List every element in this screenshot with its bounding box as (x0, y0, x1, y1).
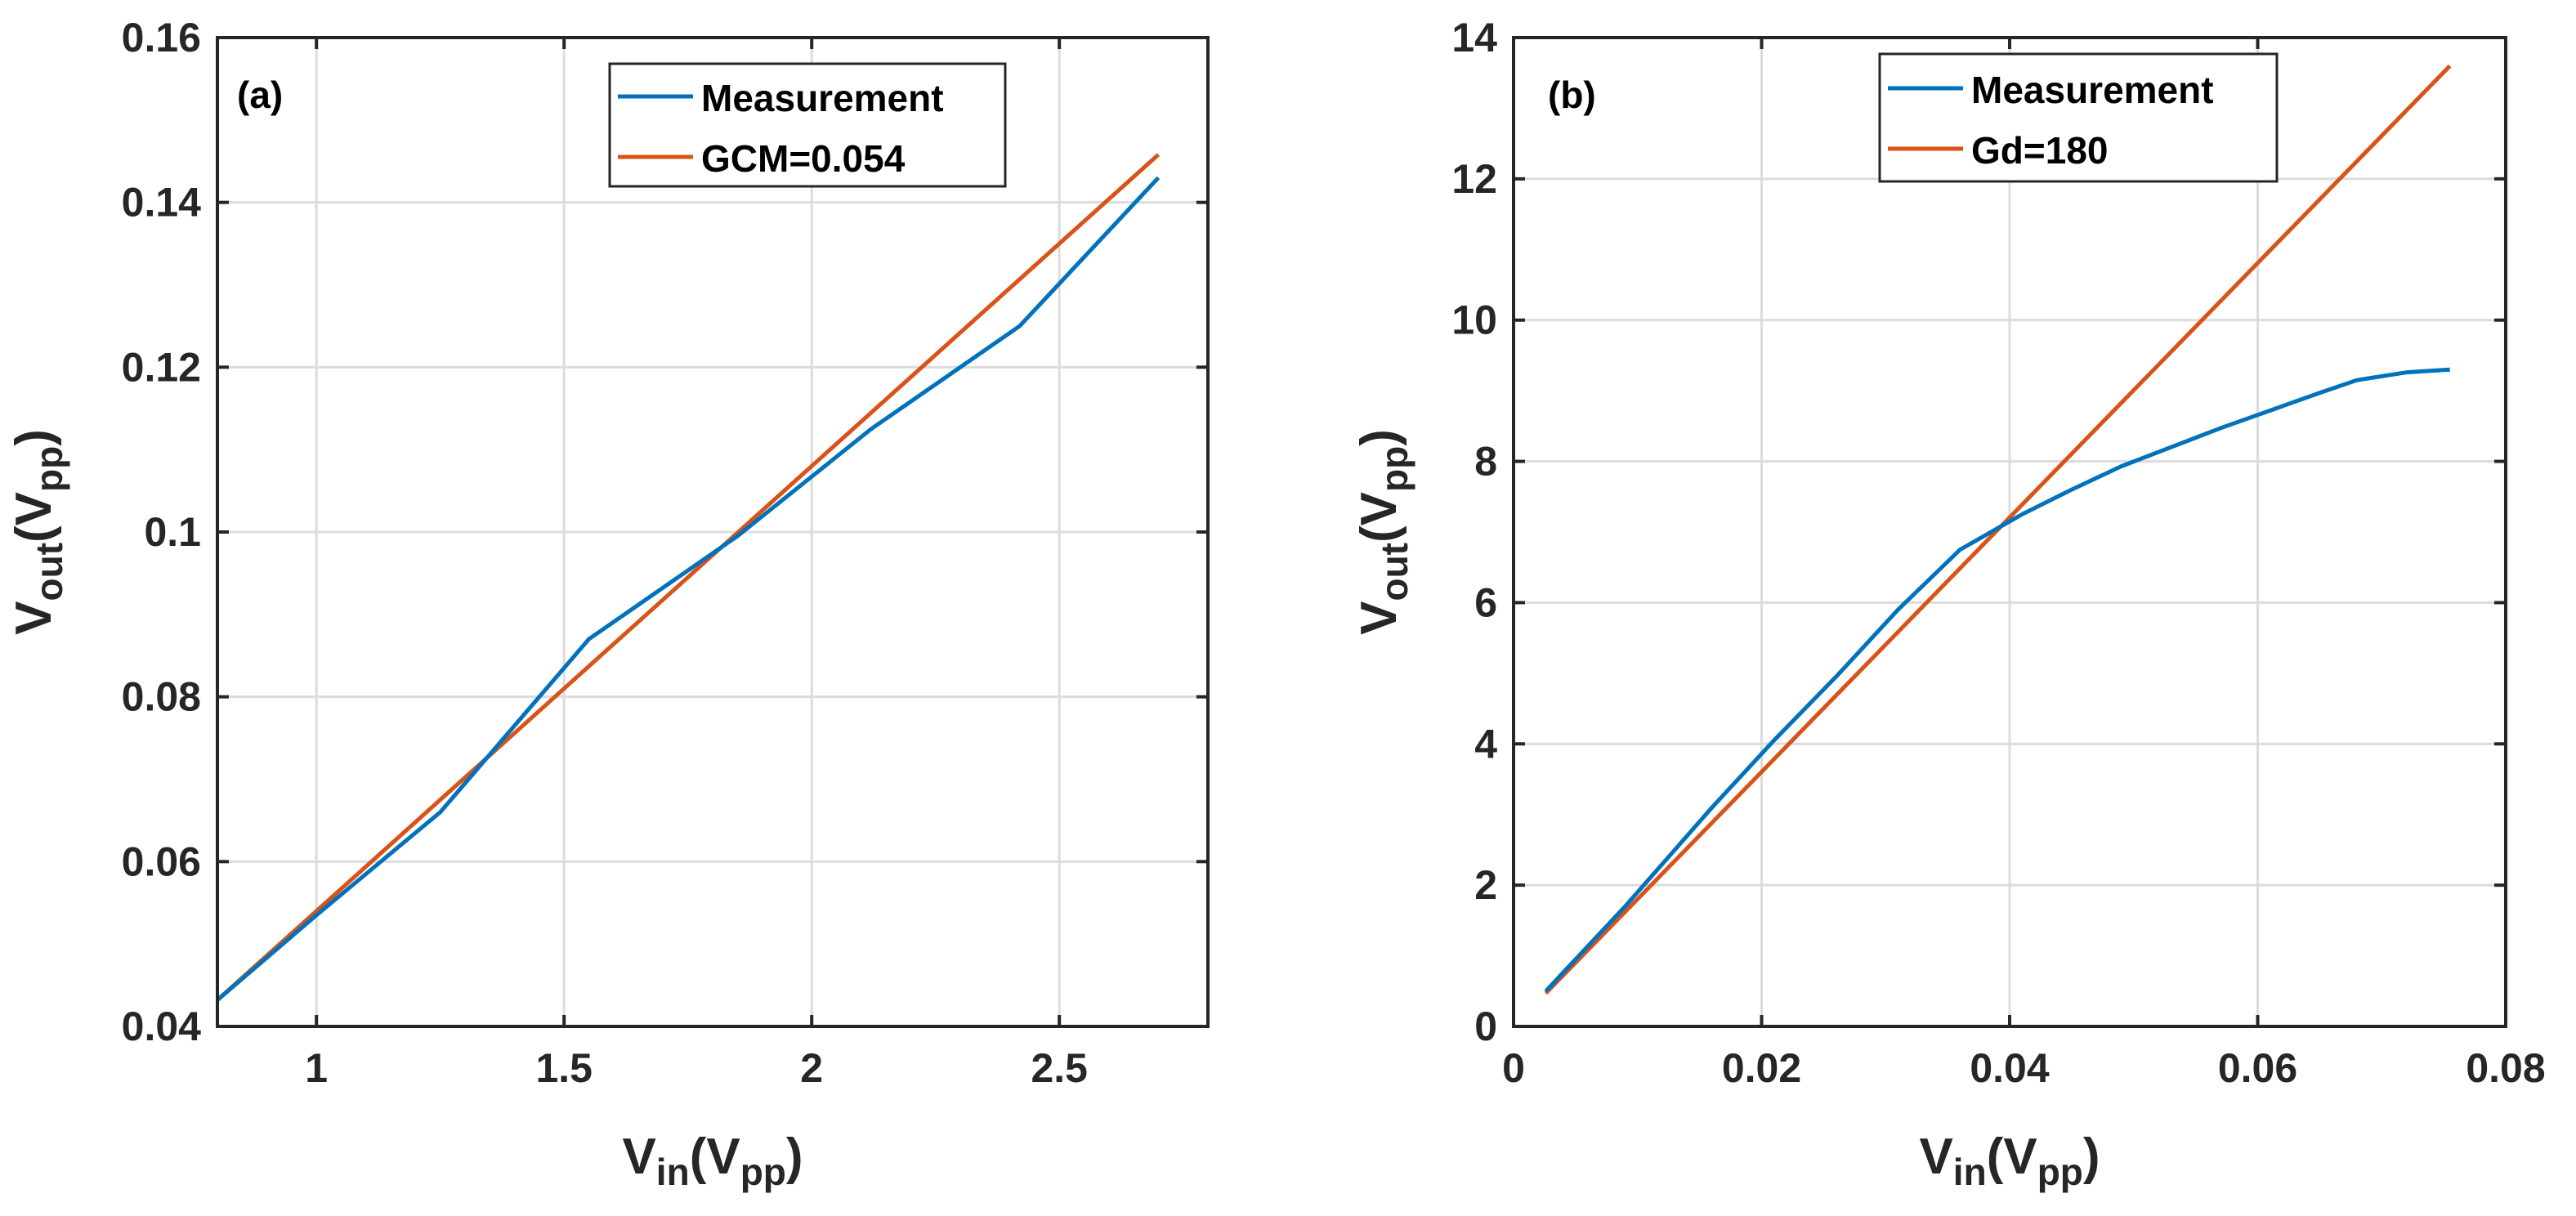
chart-b-xtick-label: 0.04 (1970, 1045, 2050, 1091)
chart-a-series (216, 153, 1161, 1002)
chart-a-xlabel: Vin(Vpp) (622, 1129, 803, 1193)
legend-a: Measurement GCM=0.054 (608, 62, 1007, 188)
panel-label-b: (b) (1548, 74, 1596, 116)
chart-b-ytick-label: 2 (1474, 862, 1497, 908)
legend-b-fit-label: Gd=180 (1971, 129, 2109, 172)
chart-a-ticks: 1 1.5 2 2.5 0.04 0.06 0.08 0.1 0.12 0.14 0.16 (122, 15, 1208, 1091)
chart-a-xtick-label: 1 (305, 1045, 328, 1091)
panel-label-a: (a) (237, 74, 283, 116)
chart-a-ylabel: Vout(Vpp) (6, 429, 70, 635)
chart-a-ytick-label: 0.14 (122, 180, 202, 226)
chart-b-ytick-label: 10 (1451, 297, 1497, 343)
chart-a-ytick-label: 0.16 (122, 15, 201, 60)
chart-b-xlabel: Vin(Vpp) (1919, 1129, 2100, 1193)
chart-b: 0 0.02 0.04 0.06 0.08 0 2 4 6 8 10 12 14 (b) Measure… (1351, 15, 2546, 1193)
chart-b-ytick-label: 8 (1474, 439, 1497, 485)
chart-a: 1 1.5 2 2.50.040.060.080.10.120.140.16 (a) … (6, 15, 1210, 1193)
legend-b: Measurement Gd=180 (1878, 52, 2279, 183)
chart-b-ytick-label: 12 (1451, 156, 1497, 202)
chart-b-series-measurement-line (1544, 367, 2450, 993)
legend-a-fit-label: GCM=0.054 (701, 137, 906, 180)
chart-b-ticks: 0 0.02 0.04 0.06 0.08 0 2 4 6 8 10 12 14 (1451, 15, 2545, 1091)
chart-b-ytick-label: 0 (1474, 1004, 1497, 1049)
chart-b-xtick-label: 0.02 (1722, 1045, 1801, 1091)
legend-b-measurement-label: Measurement (1971, 69, 2214, 111)
chart-a-ytick-label: 0.12 (122, 344, 201, 390)
chart-a-series-fit-line (216, 153, 1161, 1002)
chart-a-xtick-label: 1.5 (535, 1045, 593, 1091)
chart-b-xtick-label: 0 (1502, 1045, 1525, 1091)
chart-a-ytick-label: 0.1 (144, 509, 201, 555)
chart-b-xtick-label: 0.06 (2218, 1045, 2297, 1091)
chart-b-ytick-label: 14 (1451, 15, 1497, 60)
chart-a-ytick-label: 0.06 (122, 838, 201, 884)
chart-b-grid (1514, 38, 2506, 1026)
chart-b-series (1544, 64, 2452, 995)
chart-b-ytick-label: 4 (1474, 721, 1497, 767)
chart-a-ytick-label: 0.08 (122, 674, 201, 720)
chart-b-xtick-label: 0.08 (2466, 1045, 2545, 1091)
chart-a-ytick-label: 0.04 (122, 1004, 202, 1049)
chart-b-ylabel: Vout(Vpp) (1351, 429, 1415, 635)
legend-a-measurement-label: Measurement (701, 77, 944, 119)
chart-a-xtick-label: 2.5 (1031, 1045, 1088, 1091)
chart-b-ytick-label: 6 (1474, 579, 1497, 625)
chart-a-series-measurement-line (216, 176, 1161, 1002)
chart-a-xtick-label: 2 (800, 1045, 823, 1091)
legend-b-box (1878, 52, 2279, 183)
legend-a-box (608, 62, 1007, 188)
